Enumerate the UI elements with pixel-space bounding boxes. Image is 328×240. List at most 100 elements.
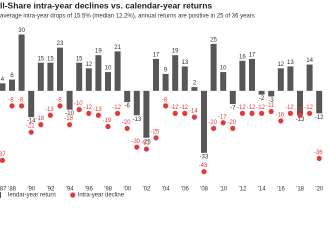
decline-dot <box>307 110 313 116</box>
bar <box>306 64 313 91</box>
decline-dot <box>230 125 236 132</box>
decline-dot <box>211 125 217 132</box>
legend-marker <box>0 192 1 198</box>
bar <box>28 90 35 118</box>
bar-value-label: 12 <box>277 62 284 68</box>
decline-value-label: -12 <box>170 105 179 111</box>
legend-marker <box>70 192 76 198</box>
bar <box>114 51 121 91</box>
decline-dot <box>249 110 255 116</box>
decline-value-label: -13 <box>45 107 54 113</box>
decline-dot <box>316 155 322 162</box>
bar-value-label: 13 <box>287 60 294 66</box>
bar-value-label: -13 <box>132 117 141 123</box>
x-tick-label: ’06 <box>181 187 190 193</box>
decline-dot <box>153 135 159 141</box>
decline-dot <box>239 110 245 116</box>
x-tick-label: ’88 <box>8 187 17 193</box>
decline-value-label: -25 <box>151 129 160 135</box>
decline-dot <box>172 110 178 116</box>
decline-value-label: -36 <box>314 150 323 156</box>
bar <box>220 72 227 91</box>
bar-value-label: -13 <box>296 117 305 123</box>
decline-dot <box>0 157 5 163</box>
decline-dot <box>9 103 15 109</box>
x-tick-label: ’87 <box>0 187 7 193</box>
decline-value-label: -30 <box>131 139 140 145</box>
x-tick-label: ’92 <box>46 187 55 193</box>
bar-value-label: -33 <box>200 154 209 160</box>
bar-value-label: 13 <box>181 60 188 66</box>
chart: ll-Share intra-year declines vs. calenda… <box>0 0 324 199</box>
x-tick-label: ’20 <box>315 187 324 193</box>
bar <box>277 68 284 91</box>
bar <box>258 90 265 95</box>
chart-title: ll-Share intra-year declines vs. calenda… <box>0 0 212 10</box>
x-tick-label: ’02 <box>142 187 151 193</box>
decline-dot <box>268 108 274 115</box>
bar <box>239 60 246 91</box>
decline-dot <box>191 114 197 120</box>
decline-dot <box>134 144 140 150</box>
decline-dot <box>287 110 293 116</box>
x-tick-label: ’00 <box>123 187 132 193</box>
bar <box>37 62 44 91</box>
bar <box>95 55 102 91</box>
bar <box>191 87 198 91</box>
bar <box>76 62 83 91</box>
bar <box>287 66 294 91</box>
decline-value-label: -8 <box>18 97 24 103</box>
decline-value-label: -10 <box>74 101 83 107</box>
decline-value-label: -37 <box>0 152 6 158</box>
bar-value-label: 30 <box>18 28 25 34</box>
x-tick-label: ’94 <box>66 187 75 193</box>
decline-dot <box>201 169 207 175</box>
decline-value-label: -12 <box>179 105 188 111</box>
decline-dot <box>86 110 92 116</box>
decline-dot <box>57 103 63 109</box>
bar <box>57 47 63 91</box>
decline-dot <box>278 118 284 124</box>
bar <box>268 90 275 97</box>
page: ll-Share intra-year declines vs. calenda… <box>0 0 325 199</box>
decline-value-label: -8 <box>56 97 62 103</box>
bar-value-label: 10 <box>105 66 112 72</box>
legend-label: Intra-year decline <box>78 193 125 199</box>
x-tick-label: ’18 <box>296 187 305 193</box>
bar-value-label: -25 <box>142 139 151 145</box>
bar-value-label: -10 <box>65 111 74 117</box>
bar-value-label: 4 <box>1 77 5 83</box>
decline-value-label: -12 <box>256 105 265 111</box>
bar-value-label: 15 <box>47 56 54 62</box>
x-tick-label: ’96 <box>85 187 94 193</box>
decline-dot <box>115 110 121 116</box>
bar <box>249 58 255 91</box>
x-tick-label: ’98 <box>104 187 113 193</box>
decline-value-label: -43 <box>199 163 208 169</box>
x-tick-label: ’14 <box>258 187 267 193</box>
decline-value-label: -17 <box>218 114 227 120</box>
decline-dot <box>297 112 303 118</box>
bar-value-label: -12 <box>315 115 324 121</box>
bar <box>47 62 54 91</box>
decline-value-label: -31 <box>141 141 150 147</box>
bar-value-label: 19 <box>95 49 102 55</box>
x-tick-label: ’08 <box>200 187 209 193</box>
decline-dot <box>259 110 265 116</box>
decline-value-label: -12 <box>83 105 92 111</box>
bar-value-label: 17 <box>153 53 160 59</box>
decline-dot <box>95 112 101 118</box>
decline-value-label: -16 <box>275 112 284 118</box>
bar <box>105 72 111 91</box>
bar-value-label: 12 <box>85 62 92 68</box>
decline-dot <box>105 123 111 130</box>
decline-dot <box>220 120 226 126</box>
bar <box>229 90 236 104</box>
decline-value-label: -18 <box>35 116 44 122</box>
bar <box>316 90 323 114</box>
decline-dot <box>163 103 169 109</box>
bar-value-label: 14 <box>306 58 313 64</box>
bar-value-label: -14 <box>27 119 36 125</box>
decline-dot <box>38 122 44 128</box>
bar <box>133 90 140 116</box>
